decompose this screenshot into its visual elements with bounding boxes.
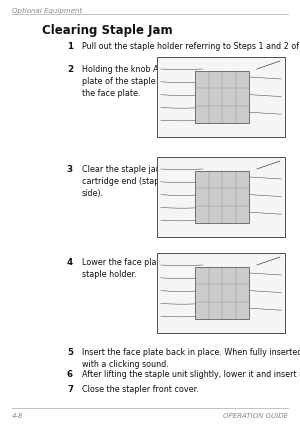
Bar bbox=[195, 71, 249, 122]
Text: 3: 3 bbox=[67, 165, 73, 174]
Bar bbox=[157, 157, 285, 237]
Text: Pull out the staple holder referring to Steps 1 and 2 of Adding Staples.: Pull out the staple holder referring to … bbox=[82, 42, 300, 51]
Text: Close the stapler front cover.: Close the stapler front cover. bbox=[82, 385, 199, 394]
Text: 4-8: 4-8 bbox=[12, 413, 23, 419]
Text: Insert the face plate back in place. When fully inserted, the face plate locks
w: Insert the face plate back in place. Whe… bbox=[82, 348, 300, 369]
Bar bbox=[157, 253, 285, 333]
Text: 1: 1 bbox=[67, 42, 73, 51]
Bar bbox=[195, 171, 249, 223]
Text: 7: 7 bbox=[67, 385, 73, 394]
Text: 2: 2 bbox=[67, 65, 73, 74]
Text: 6: 6 bbox=[67, 370, 73, 379]
Text: Optional Equipment: Optional Equipment bbox=[12, 8, 82, 14]
Text: 5: 5 bbox=[67, 348, 73, 357]
Text: Clearing Staple Jam: Clearing Staple Jam bbox=[42, 24, 172, 37]
Text: Clear the staple jammed in the
cartridge end (staple-loaded
side).: Clear the staple jammed in the cartridge… bbox=[82, 165, 207, 198]
Bar bbox=[157, 57, 285, 137]
Bar bbox=[157, 253, 285, 333]
Text: After lifting the staple unit slightly, lower it and insert it again into its pl: After lifting the staple unit slightly, … bbox=[82, 370, 300, 379]
Text: OPERATION GUIDE: OPERATION GUIDE bbox=[223, 413, 288, 419]
Bar bbox=[157, 57, 285, 137]
Text: Holding the knob A on the face
plate of the staple holder, lift
the face plate.: Holding the knob A on the face plate of … bbox=[82, 65, 207, 98]
Text: 4: 4 bbox=[67, 258, 73, 267]
Bar bbox=[157, 157, 285, 237]
Bar bbox=[195, 267, 249, 319]
Text: Lower the face plate of the
staple holder.: Lower the face plate of the staple holde… bbox=[82, 258, 190, 279]
